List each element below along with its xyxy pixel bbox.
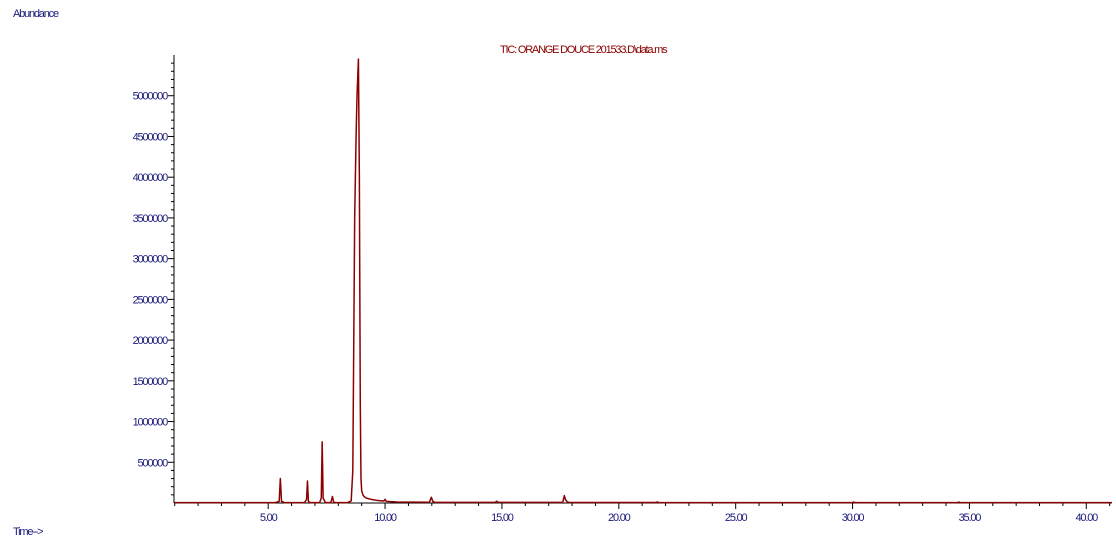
y-tick-label: 4000000 [133,172,169,184]
y-axis-ticks: 500000 1000000 1500000 2000000 2500000 300000… [133,62,174,496]
y-tick-label: 1000000 [133,417,169,429]
x-tick-label: 40.00 [1076,512,1099,524]
x-tick-label: 30.00 [842,512,865,524]
tic-trace-line [174,58,1112,504]
x-tick-label: 5.00 [260,512,278,524]
x-tick-label: 20.00 [608,512,631,524]
y-tick-label: 500000 [137,457,168,469]
y-axis-label: Abundance [13,8,59,20]
x-axis-label: Time--> [13,526,43,538]
x-axis-ticks: 5.00 10.00 15.00 20.00 25.00 30.00 35.00 40.00 [174,503,1111,524]
y-tick-label: 5000000 [133,91,169,103]
y-tick-label: 4500000 [133,131,169,143]
chart-title: TIC: ORANGE DOUCE 201533.D\data.ms [500,44,668,56]
x-tick-label: 10.00 [374,512,397,524]
axes [173,55,1112,504]
x-tick-label: 35.00 [959,512,982,524]
y-tick-label: 3500000 [133,213,169,225]
y-tick-label: 3000000 [133,254,169,266]
x-tick-label: 25.00 [725,512,748,524]
x-tick-label: 15.00 [491,512,514,524]
y-tick-label: 2000000 [133,335,169,347]
y-tick-label: 1500000 [133,376,169,388]
y-tick-label: 2500000 [133,294,169,306]
plot-area [174,58,1112,504]
